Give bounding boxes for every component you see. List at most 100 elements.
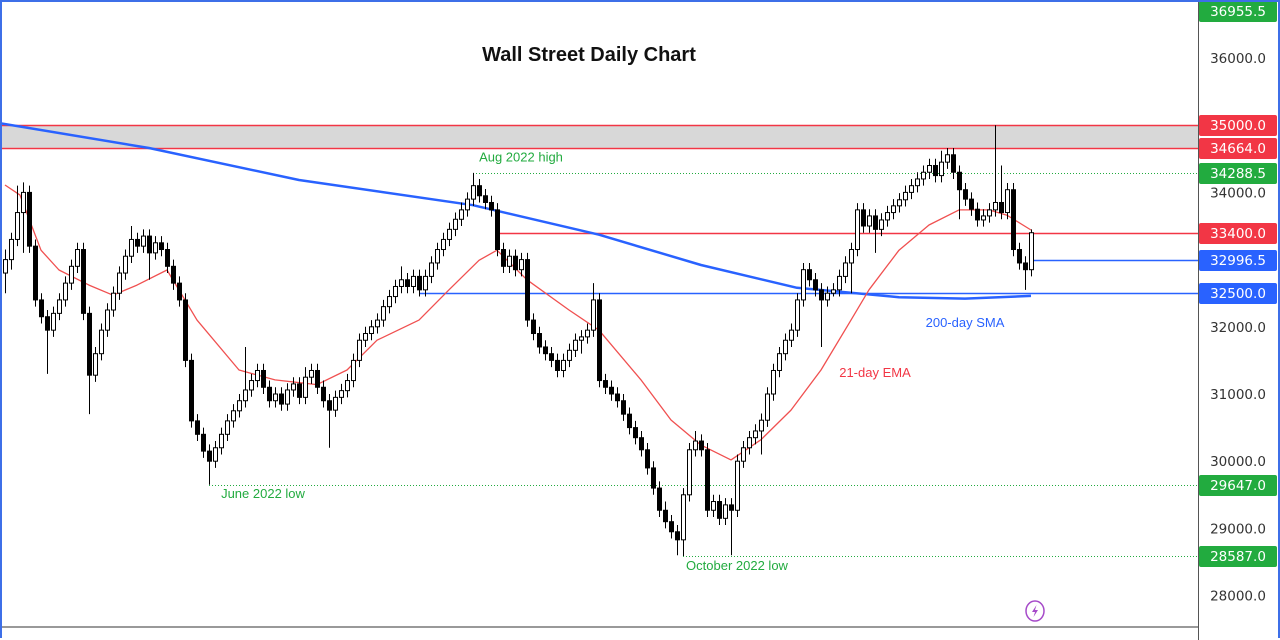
candle-body	[501, 249, 506, 267]
candle	[807, 262, 812, 287]
candle	[945, 148, 950, 169]
candle	[15, 185, 20, 247]
price-badge-label: 32996.5	[1210, 253, 1266, 269]
candle	[453, 212, 458, 237]
price-badge-bg	[1199, 475, 1277, 496]
candle	[345, 373, 350, 398]
candle-body	[219, 433, 224, 449]
candle-body	[357, 339, 362, 361]
candle-body	[669, 521, 674, 533]
candle	[1023, 256, 1028, 290]
candle	[267, 380, 272, 408]
candle	[885, 205, 890, 227]
candle	[249, 373, 254, 397]
candle-body	[429, 262, 434, 277]
candle	[51, 306, 56, 337]
price-tick-label: 36000.0	[1210, 51, 1266, 67]
annotations-layer: Aug 2022 high June 2022 low October 2022 l…	[221, 149, 1005, 573]
price-badge-bg	[1199, 163, 1277, 184]
candle	[711, 494, 716, 517]
candle	[405, 273, 410, 294]
candle	[321, 380, 326, 408]
candle-body	[345, 380, 350, 392]
price-badge: 28587.0	[1199, 546, 1277, 567]
candle-body	[693, 440, 698, 451]
candle	[939, 150, 944, 183]
candle	[987, 203, 992, 223]
candle	[801, 262, 806, 307]
candle	[93, 346, 98, 382]
candle	[153, 236, 158, 260]
price-badge-bg	[1199, 1, 1277, 22]
candle	[867, 209, 872, 233]
candle	[609, 380, 614, 401]
candle-body	[987, 209, 992, 217]
price-axis: 36000.0 34000.0 32000.0 31000.0 30000.0 29000…	[1199, 1, 1277, 605]
candle	[981, 209, 986, 227]
candle-body	[117, 272, 122, 294]
candles-layer	[3, 125, 1034, 556]
candle-body	[873, 215, 878, 230]
candle-body	[177, 282, 182, 301]
candle-body	[261, 369, 266, 388]
candle	[9, 232, 14, 270]
candle	[495, 203, 500, 257]
candle	[651, 461, 656, 495]
price-badge-label: 28587.0	[1210, 549, 1266, 565]
candle	[933, 158, 938, 183]
candle	[417, 269, 422, 297]
candle	[897, 193, 902, 213]
candle	[381, 299, 386, 327]
candle-body	[969, 198, 974, 210]
candle-body	[15, 212, 20, 240]
candle-body	[495, 209, 500, 251]
candle-body	[411, 275, 416, 287]
candle-body	[621, 400, 626, 415]
candle	[3, 249, 8, 294]
candle	[21, 182, 26, 253]
candle-body	[165, 249, 170, 267]
candle	[957, 165, 962, 220]
candle-body	[183, 299, 188, 361]
candle	[315, 363, 320, 394]
candle-body	[93, 353, 98, 376]
candle	[213, 441, 218, 468]
candle	[813, 273, 818, 297]
candle-body	[135, 238, 140, 247]
candle-body	[813, 279, 818, 291]
candle-body	[141, 235, 146, 247]
candle	[1011, 182, 1016, 257]
candle-body	[561, 359, 566, 371]
candle-body	[801, 269, 806, 301]
candle-body	[399, 279, 404, 287]
candle-body	[609, 386, 614, 395]
candle-body	[777, 353, 782, 371]
candle	[669, 514, 674, 539]
candle	[489, 195, 494, 217]
price-tick-label: 34000.0	[1210, 185, 1266, 201]
candle-body	[27, 191, 32, 247]
candle-body	[207, 450, 212, 462]
candle-body	[369, 326, 374, 335]
candle	[273, 387, 278, 408]
candle	[147, 229, 152, 280]
candle-body	[747, 437, 752, 449]
candle	[69, 259, 74, 290]
candle	[747, 430, 752, 455]
candle-body	[393, 285, 398, 298]
candle-body	[915, 178, 920, 187]
price-badge: 29647.0	[1199, 475, 1277, 496]
candle	[99, 323, 104, 361]
candle-body	[717, 501, 722, 519]
candle	[735, 454, 740, 517]
candle-body	[333, 396, 338, 411]
candle	[159, 236, 164, 257]
candle	[471, 172, 476, 206]
candle	[909, 178, 914, 200]
lightning-icon[interactable]	[1025, 600, 1045, 622]
candle-body	[573, 339, 578, 351]
candle	[333, 390, 338, 417]
price-badge-bg	[1199, 546, 1277, 567]
candle-body	[879, 219, 884, 230]
candle-body	[765, 393, 770, 421]
